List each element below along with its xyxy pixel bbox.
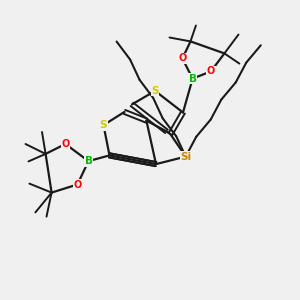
Text: O: O — [73, 179, 82, 190]
Text: S: S — [152, 86, 159, 96]
Text: S: S — [100, 120, 107, 130]
Text: B: B — [189, 74, 196, 84]
Text: O: O — [178, 53, 187, 64]
Text: B: B — [85, 156, 92, 166]
Text: O: O — [61, 139, 70, 149]
Text: O: O — [207, 66, 215, 76]
Text: Si: Si — [180, 152, 191, 162]
